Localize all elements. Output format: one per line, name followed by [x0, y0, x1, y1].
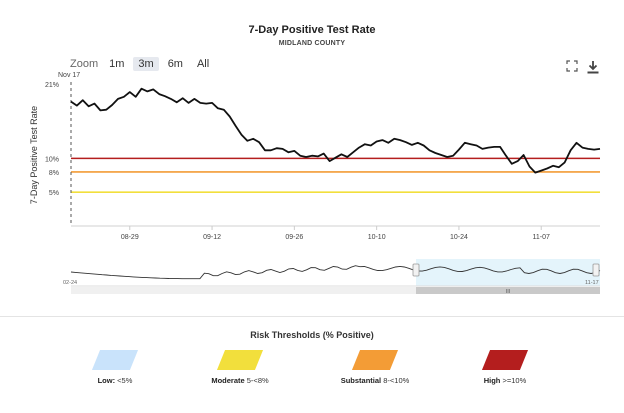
legend-item-low: Low: <5%	[60, 350, 170, 385]
download-icon[interactable]	[586, 60, 600, 77]
legend-name-moderate: Moderate	[211, 376, 245, 385]
zoom-1m-button[interactable]: 1m	[109, 58, 125, 70]
legend-range-moderate: 5-<8%	[246, 376, 269, 385]
chart-subtitle: MIDLAND COUNTY	[278, 40, 346, 47]
legend-range-low: <5%	[117, 376, 133, 385]
legend-range-substantial: 8-<10%	[383, 376, 410, 385]
divider	[0, 316, 624, 317]
y-tick-label: 10%	[45, 156, 59, 163]
chart-title: 7-Day Positive Test Rate	[248, 24, 376, 36]
annotation-label: Nov 17	[58, 72, 80, 79]
zoom-6m-button[interactable]: 6m	[167, 58, 183, 70]
y-axis-title: 7-Day Positive Test Rate	[29, 106, 39, 204]
scrollbar-thumb[interactable]	[416, 287, 600, 294]
legend-title: Risk Thresholds (% Positive)	[250, 330, 374, 340]
legend-swatch-moderate	[216, 350, 264, 370]
navigator-handle-right[interactable]	[592, 263, 600, 277]
y-tick-label: 21%	[45, 82, 59, 89]
legend-name-high: High	[483, 376, 501, 385]
legend-item-moderate: Moderate 5-<8%	[185, 350, 295, 385]
legend-swatch-low	[91, 350, 139, 370]
y-tick-label: 8%	[49, 170, 59, 177]
x-tick-label: 11-07	[533, 234, 550, 241]
zoom-label: Zoom	[70, 58, 99, 70]
scrollbar-track	[71, 287, 600, 294]
x-tick-label: 10-10	[368, 234, 386, 241]
legend-name-low: Low:	[97, 376, 116, 385]
x-tick-label: 09-26	[285, 234, 303, 241]
fullscreen-icon[interactable]	[566, 60, 578, 75]
scrollbar-grip-label: III	[506, 289, 511, 295]
navigator-end-label: 11-17	[585, 280, 599, 286]
legend-item-high: High >=10%	[450, 350, 560, 385]
legend-name-substantial: Substantial	[340, 376, 382, 385]
zoom-controls: Zoom 1m 3m 6m All	[70, 57, 214, 71]
navigator-start-label: 02-24	[63, 280, 77, 286]
navigator-line	[70, 265, 601, 280]
x-tick-label: 08-29	[121, 234, 139, 241]
y-tick-label: 5%	[49, 190, 59, 197]
legend-swatch-substantial	[351, 350, 399, 370]
series-line	[70, 87, 601, 174]
navigator-selection	[416, 259, 600, 286]
zoom-all-button[interactable]: All	[196, 58, 210, 70]
zoom-3m-button[interactable]: 3m	[133, 57, 159, 71]
legend-item-substantial: Substantial 8-<10%	[320, 350, 430, 385]
legend-range-high: >=10%	[502, 376, 527, 385]
navigator-handle-left[interactable]	[412, 263, 420, 277]
chart-area: 5% 8% 10% 21% 7-Day Positive Test Rate 08-29 0…	[29, 72, 601, 295]
legend-swatch-high	[481, 350, 529, 370]
x-tick-label: 09-12	[203, 234, 221, 241]
x-tick-label: 10-24	[450, 234, 468, 241]
